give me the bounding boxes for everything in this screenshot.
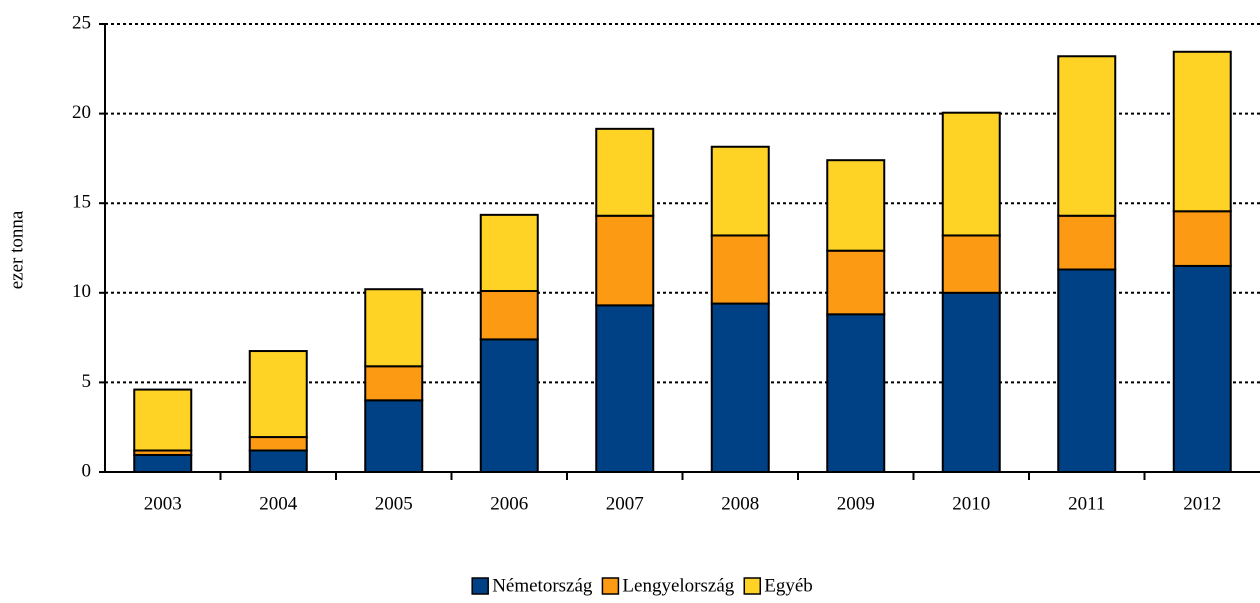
legend-label: Lengyelország xyxy=(622,575,734,596)
bar-segment xyxy=(710,234,770,305)
bar-segment xyxy=(826,159,886,252)
bar-segment xyxy=(364,365,424,402)
bar-segment xyxy=(1172,210,1232,267)
y-tick-label: 20 xyxy=(72,102,91,123)
bar-segment xyxy=(364,288,424,368)
bar-segment xyxy=(248,350,308,439)
bar-segment xyxy=(826,313,886,473)
bar-segment xyxy=(1057,268,1117,473)
x-tick-label: 2007 xyxy=(606,493,644,514)
bar-segment xyxy=(1172,50,1232,213)
bar-segment xyxy=(595,127,655,217)
bar-segment xyxy=(479,290,539,341)
x-tick-label: 2005 xyxy=(375,493,413,514)
bar-segment xyxy=(826,249,886,316)
bar-segment xyxy=(595,304,655,473)
bar-segment xyxy=(133,388,193,452)
bar-segment xyxy=(479,213,539,293)
bar-segment xyxy=(941,234,1001,294)
bar-segment xyxy=(1057,55,1117,217)
x-tick-label: 2011 xyxy=(1068,493,1105,514)
x-tick-label: 2004 xyxy=(259,493,298,514)
bar-segment xyxy=(595,214,655,307)
bar-segment xyxy=(364,399,424,474)
y-axis-label: ezer tonna xyxy=(6,210,27,289)
legend-swatch xyxy=(743,577,762,595)
x-tick-label: 2008 xyxy=(721,493,759,514)
bar-segment xyxy=(941,291,1001,473)
bar-segment xyxy=(941,111,1001,237)
y-tick-label: 10 xyxy=(72,281,91,302)
bar-segment xyxy=(710,145,770,237)
legend-swatch xyxy=(601,577,620,595)
x-tick-label: 2010 xyxy=(952,493,990,514)
legend-label: Németország xyxy=(492,575,593,596)
bar-segment xyxy=(248,449,308,474)
y-tick-label: 0 xyxy=(82,460,92,481)
y-tick-label: 5 xyxy=(82,371,92,392)
y-tick-label: 15 xyxy=(72,192,91,213)
x-tick-label: 2012 xyxy=(1183,493,1221,514)
y-tick-label: 25 xyxy=(72,12,91,33)
x-tick-label: 2003 xyxy=(144,493,182,514)
bar-segment xyxy=(710,302,770,473)
bar-segment xyxy=(248,436,308,452)
bar-segment xyxy=(1172,264,1232,474)
x-tick-label: 2006 xyxy=(490,493,528,514)
x-tick-label: 2009 xyxy=(837,493,875,514)
bar-segment xyxy=(1057,214,1117,271)
legend-label: Egyéb xyxy=(764,575,813,596)
bar-segment xyxy=(479,338,539,473)
bar-segment xyxy=(133,453,193,474)
legend-swatch xyxy=(471,577,489,595)
